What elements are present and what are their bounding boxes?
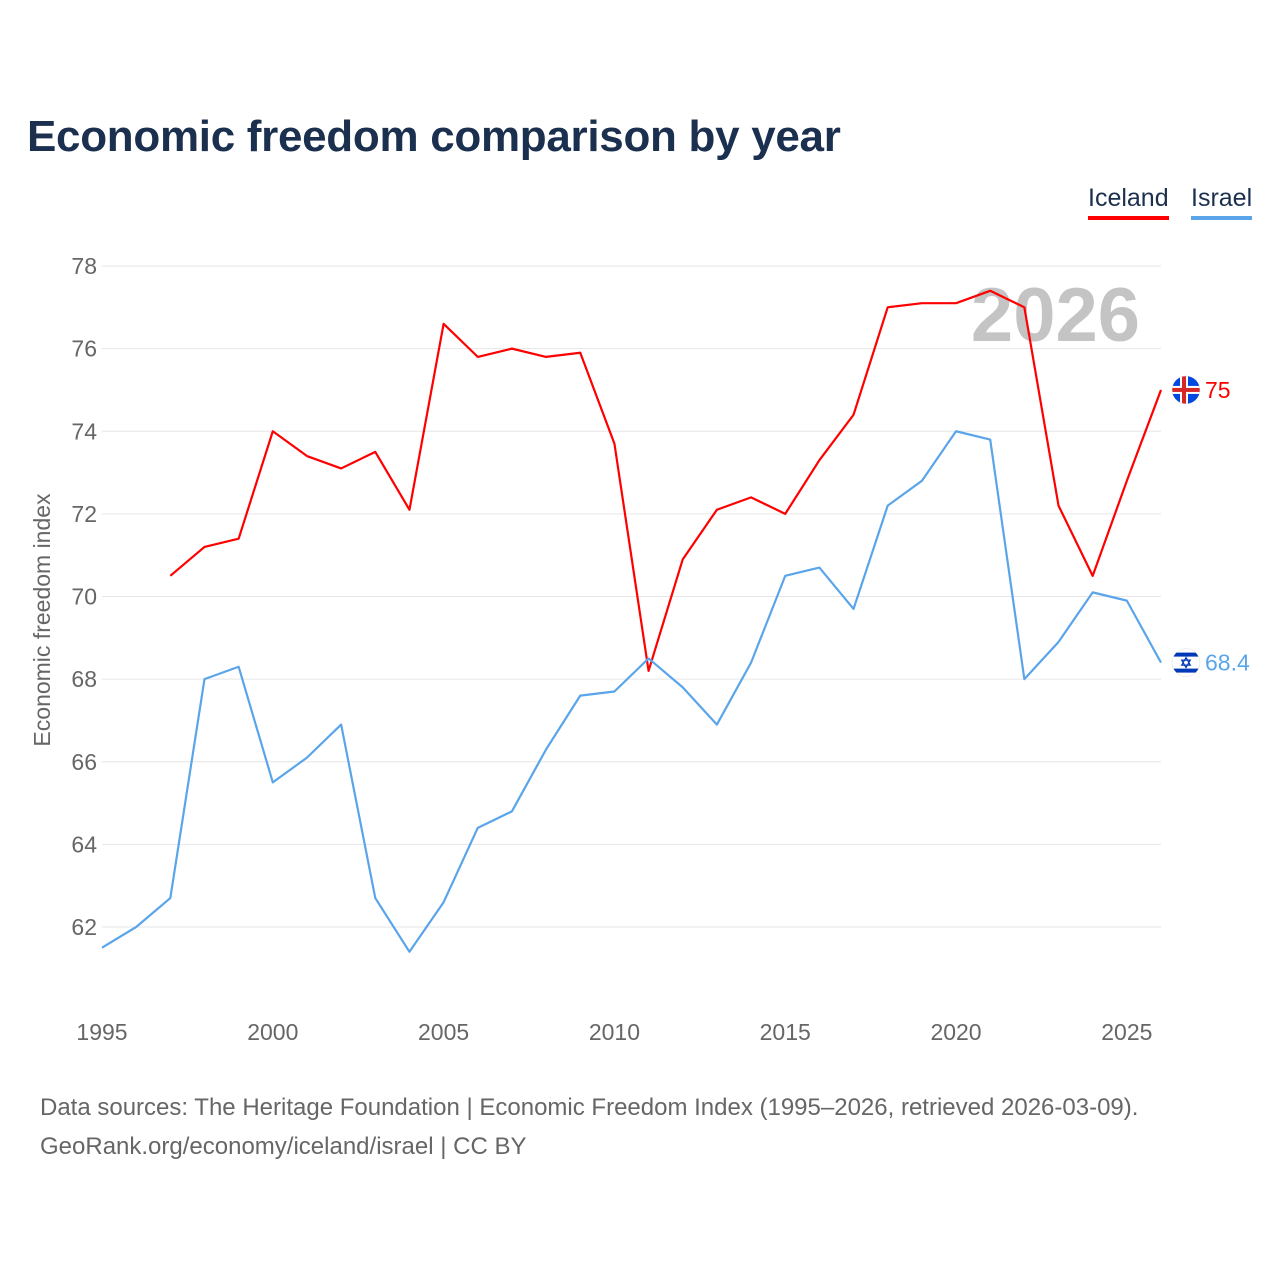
series-line-israel[interactable] xyxy=(101,430,1162,953)
data-point-iceland[interactable] xyxy=(851,412,857,418)
data-point-israel[interactable] xyxy=(441,899,447,905)
data-point-israel[interactable] xyxy=(475,825,481,831)
data-point-iceland[interactable] xyxy=(441,321,447,327)
y-tick-label: 68 xyxy=(71,666,97,692)
data-point-iceland[interactable] xyxy=(236,536,242,542)
y-tick-label: 78 xyxy=(71,253,97,279)
data-point-iceland[interactable] xyxy=(577,350,583,356)
x-tick-label: 1995 xyxy=(76,1019,127,1045)
y-axis-label: Economic freedom index xyxy=(29,493,55,747)
data-point-iceland[interactable] xyxy=(646,668,652,674)
y-tick-label: 72 xyxy=(71,501,97,527)
data-point-israel[interactable] xyxy=(1021,676,1027,682)
data-point-iceland[interactable] xyxy=(509,346,515,352)
data-point-iceland[interactable] xyxy=(372,449,378,455)
data-point-iceland[interactable] xyxy=(748,494,754,500)
data-source: Data sources: The Heritage Foundation | … xyxy=(40,1094,1139,1121)
data-point-iceland[interactable] xyxy=(475,354,481,360)
x-tick-label: 2020 xyxy=(930,1019,981,1045)
end-value-label-iceland: 75 xyxy=(1205,377,1231,403)
data-point-israel[interactable] xyxy=(714,722,720,728)
data-point-israel[interactable] xyxy=(611,689,617,695)
data-point-israel[interactable] xyxy=(304,755,310,761)
year-watermark: 2026 xyxy=(971,273,1140,358)
data-point-israel[interactable] xyxy=(1124,598,1130,604)
data-point-iceland[interactable] xyxy=(304,453,310,459)
data-point-israel[interactable] xyxy=(372,895,378,901)
data-point-iceland[interactable] xyxy=(270,428,276,434)
y-tick-label: 64 xyxy=(71,831,97,857)
data-point-israel[interactable] xyxy=(270,779,276,785)
y-tick-label: 66 xyxy=(71,749,97,775)
data-point-iceland[interactable] xyxy=(167,573,173,579)
data-point-israel[interactable] xyxy=(851,606,857,612)
chart-title: Economic freedom comparison by year xyxy=(27,112,841,161)
y-tick-label: 74 xyxy=(71,418,97,444)
data-point-iceland[interactable] xyxy=(338,465,344,471)
data-point-israel[interactable] xyxy=(543,746,549,752)
data-point-iceland[interactable] xyxy=(1158,387,1164,393)
data-point-iceland[interactable] xyxy=(714,507,720,513)
legend-iceland[interactable]: Iceland xyxy=(1088,184,1169,220)
data-point-israel[interactable] xyxy=(1158,660,1164,666)
y-tick-label: 62 xyxy=(71,914,97,940)
data-point-israel[interactable] xyxy=(816,565,822,571)
data-point-israel[interactable] xyxy=(577,693,583,699)
data-point-israel[interactable] xyxy=(953,428,959,434)
data-point-israel[interactable] xyxy=(885,503,891,509)
data-point-israel[interactable] xyxy=(236,664,242,670)
data-point-israel[interactable] xyxy=(338,722,344,728)
data-point-iceland[interactable] xyxy=(1124,478,1130,484)
iceland-flag-icon xyxy=(1171,375,1201,405)
x-tick-label: 2005 xyxy=(418,1019,469,1045)
data-point-israel[interactable] xyxy=(1090,589,1096,595)
data-point-israel[interactable] xyxy=(509,808,515,814)
x-tick-label: 2025 xyxy=(1101,1019,1152,1045)
data-point-israel[interactable] xyxy=(133,924,139,930)
data-point-israel[interactable] xyxy=(646,655,652,661)
data-point-iceland[interactable] xyxy=(782,511,788,517)
data-point-israel[interactable] xyxy=(1056,639,1062,645)
data-point-israel[interactable] xyxy=(406,949,412,955)
y-tick-label: 76 xyxy=(71,336,97,362)
data-point-israel[interactable] xyxy=(680,684,686,690)
data-point-iceland[interactable] xyxy=(680,556,686,562)
legend-israel[interactable]: Israel xyxy=(1191,184,1253,220)
data-point-iceland[interactable] xyxy=(987,288,993,294)
data-point-israel[interactable] xyxy=(987,437,993,443)
data-point-iceland[interactable] xyxy=(201,544,207,550)
data-point-iceland[interactable] xyxy=(1090,573,1096,579)
data-point-iceland[interactable] xyxy=(953,300,959,306)
data-point-israel[interactable] xyxy=(748,660,754,666)
data-point-iceland[interactable] xyxy=(919,300,925,306)
x-tick-label: 2010 xyxy=(589,1019,640,1045)
data-point-iceland[interactable] xyxy=(611,441,617,447)
data-point-iceland[interactable] xyxy=(543,354,549,360)
end-value-label-israel: 68.4 xyxy=(1205,650,1250,676)
data-point-iceland[interactable] xyxy=(885,304,891,310)
data-point-israel[interactable] xyxy=(99,945,105,951)
data-point-israel[interactable] xyxy=(919,478,925,484)
data-point-israel[interactable] xyxy=(201,676,207,682)
data-point-iceland[interactable] xyxy=(406,507,412,513)
y-tick-label: 70 xyxy=(71,584,97,610)
credit-link[interactable]: GeoRank.org/economy/iceland/israel | CC … xyxy=(40,1133,527,1160)
x-tick-label: 2000 xyxy=(247,1019,298,1045)
israel-flag-icon xyxy=(1171,648,1201,677)
data-point-iceland[interactable] xyxy=(1056,503,1062,509)
x-tick-label: 2015 xyxy=(760,1019,811,1045)
series-line-iceland[interactable] xyxy=(169,289,1163,672)
data-point-israel[interactable] xyxy=(167,895,173,901)
data-point-israel[interactable] xyxy=(782,573,788,579)
data-point-iceland[interactable] xyxy=(816,457,822,463)
data-point-iceland[interactable] xyxy=(1021,304,1027,310)
